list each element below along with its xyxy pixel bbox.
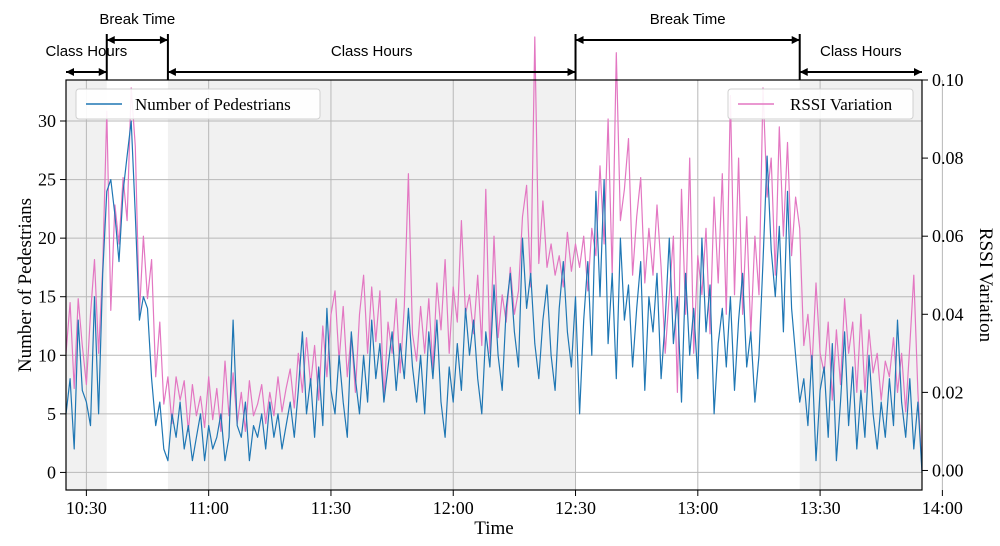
plot-frame: [65, 79, 923, 491]
period-arrowhead-right-2: [567, 68, 576, 76]
period-arrowhead-right-4: [914, 68, 922, 76]
x-tick-label-7: 14:00: [922, 498, 963, 518]
right-tick-label-0: 0.00: [932, 460, 964, 480]
period-label-1: Break Time: [99, 11, 175, 28]
period-label-4: Class Hours: [820, 43, 902, 60]
legend-right: RSSI Variation: [727, 88, 914, 120]
x-tick-label-4: 12:30: [555, 498, 596, 518]
x-tick-label-6: 13:30: [800, 498, 841, 518]
right-tick-label-4: 0.08: [932, 148, 964, 168]
series-line-1: [65, 36, 923, 471]
left-tick-label-3: 15: [38, 287, 56, 307]
left-tick-label-4: 20: [38, 228, 56, 248]
x-tick-label-2: 11:30: [311, 498, 351, 518]
right-tick-label-3: 0.06: [932, 226, 964, 246]
x-tick-label-1: 11:00: [188, 498, 228, 518]
right-tick-label-1: 0.02: [932, 382, 964, 402]
left-tick-label-5: 25: [38, 170, 56, 190]
period-arrowhead-left-0: [66, 68, 74, 76]
period-bracket-2: Class Hours: [167, 43, 576, 76]
period-label-0: Class Hours: [46, 43, 128, 60]
left-tick-label-6: 30: [38, 111, 56, 131]
period-label-3: Break Time: [650, 11, 726, 28]
x-tick-label-3: 12:00: [433, 498, 474, 518]
period-arrowhead-right-3: [791, 36, 800, 44]
period-arrowhead-left-1: [106, 36, 115, 44]
right-axis-label: RSSI Variation: [975, 228, 996, 343]
period-arrowhead-right-0: [98, 68, 107, 76]
right-tick-label-2: 0.04: [932, 304, 964, 324]
period-bracket-4: Class Hours: [799, 43, 922, 76]
period-label-2: Class Hours: [331, 43, 413, 60]
x-axis-ticks: 10:30 11:00 11:30 12:00 12:30 13:00 13:30 14:00: [66, 490, 963, 518]
left-axis-ticks: 0 5 10 15 20 25 30: [38, 111, 66, 482]
legend-left: Number of Pedestrians: [75, 88, 321, 120]
right-tick-label-5: 0.10: [932, 70, 964, 90]
x-axis-label: Time: [474, 518, 513, 539]
period-arrowhead-left-3: [575, 36, 584, 44]
period-arrowhead-left-2: [167, 68, 176, 76]
period-annotations: Class Hours Break Time Class Hours Break Ti…: [46, 11, 922, 80]
period-bracket-0: Class Hours: [46, 43, 128, 76]
x-tick-label-0: 10:30: [66, 498, 107, 518]
left-tick-label-2: 10: [38, 345, 56, 365]
series-lines: [65, 36, 923, 473]
class-hours-band-2: [167, 80, 576, 490]
x-tick-label-5: 13:00: [677, 498, 718, 518]
legend-right-label: RSSI Variation: [790, 95, 893, 114]
period-arrowhead-left-4: [799, 68, 808, 76]
left-tick-label-0: 0: [47, 462, 56, 482]
series-line-0: [65, 120, 923, 473]
legend-left-label: Number of Pedestrians: [135, 95, 291, 114]
right-axis-ticks: 0.00 0.02 0.04 0.06 0.08 0.10: [922, 70, 964, 480]
left-axis-label: Number of Pedestrians: [15, 198, 36, 372]
left-tick-label-1: 5: [47, 404, 56, 424]
period-bracket-3: Break Time: [574, 11, 801, 80]
period-arrowhead-right-1: [159, 36, 168, 44]
